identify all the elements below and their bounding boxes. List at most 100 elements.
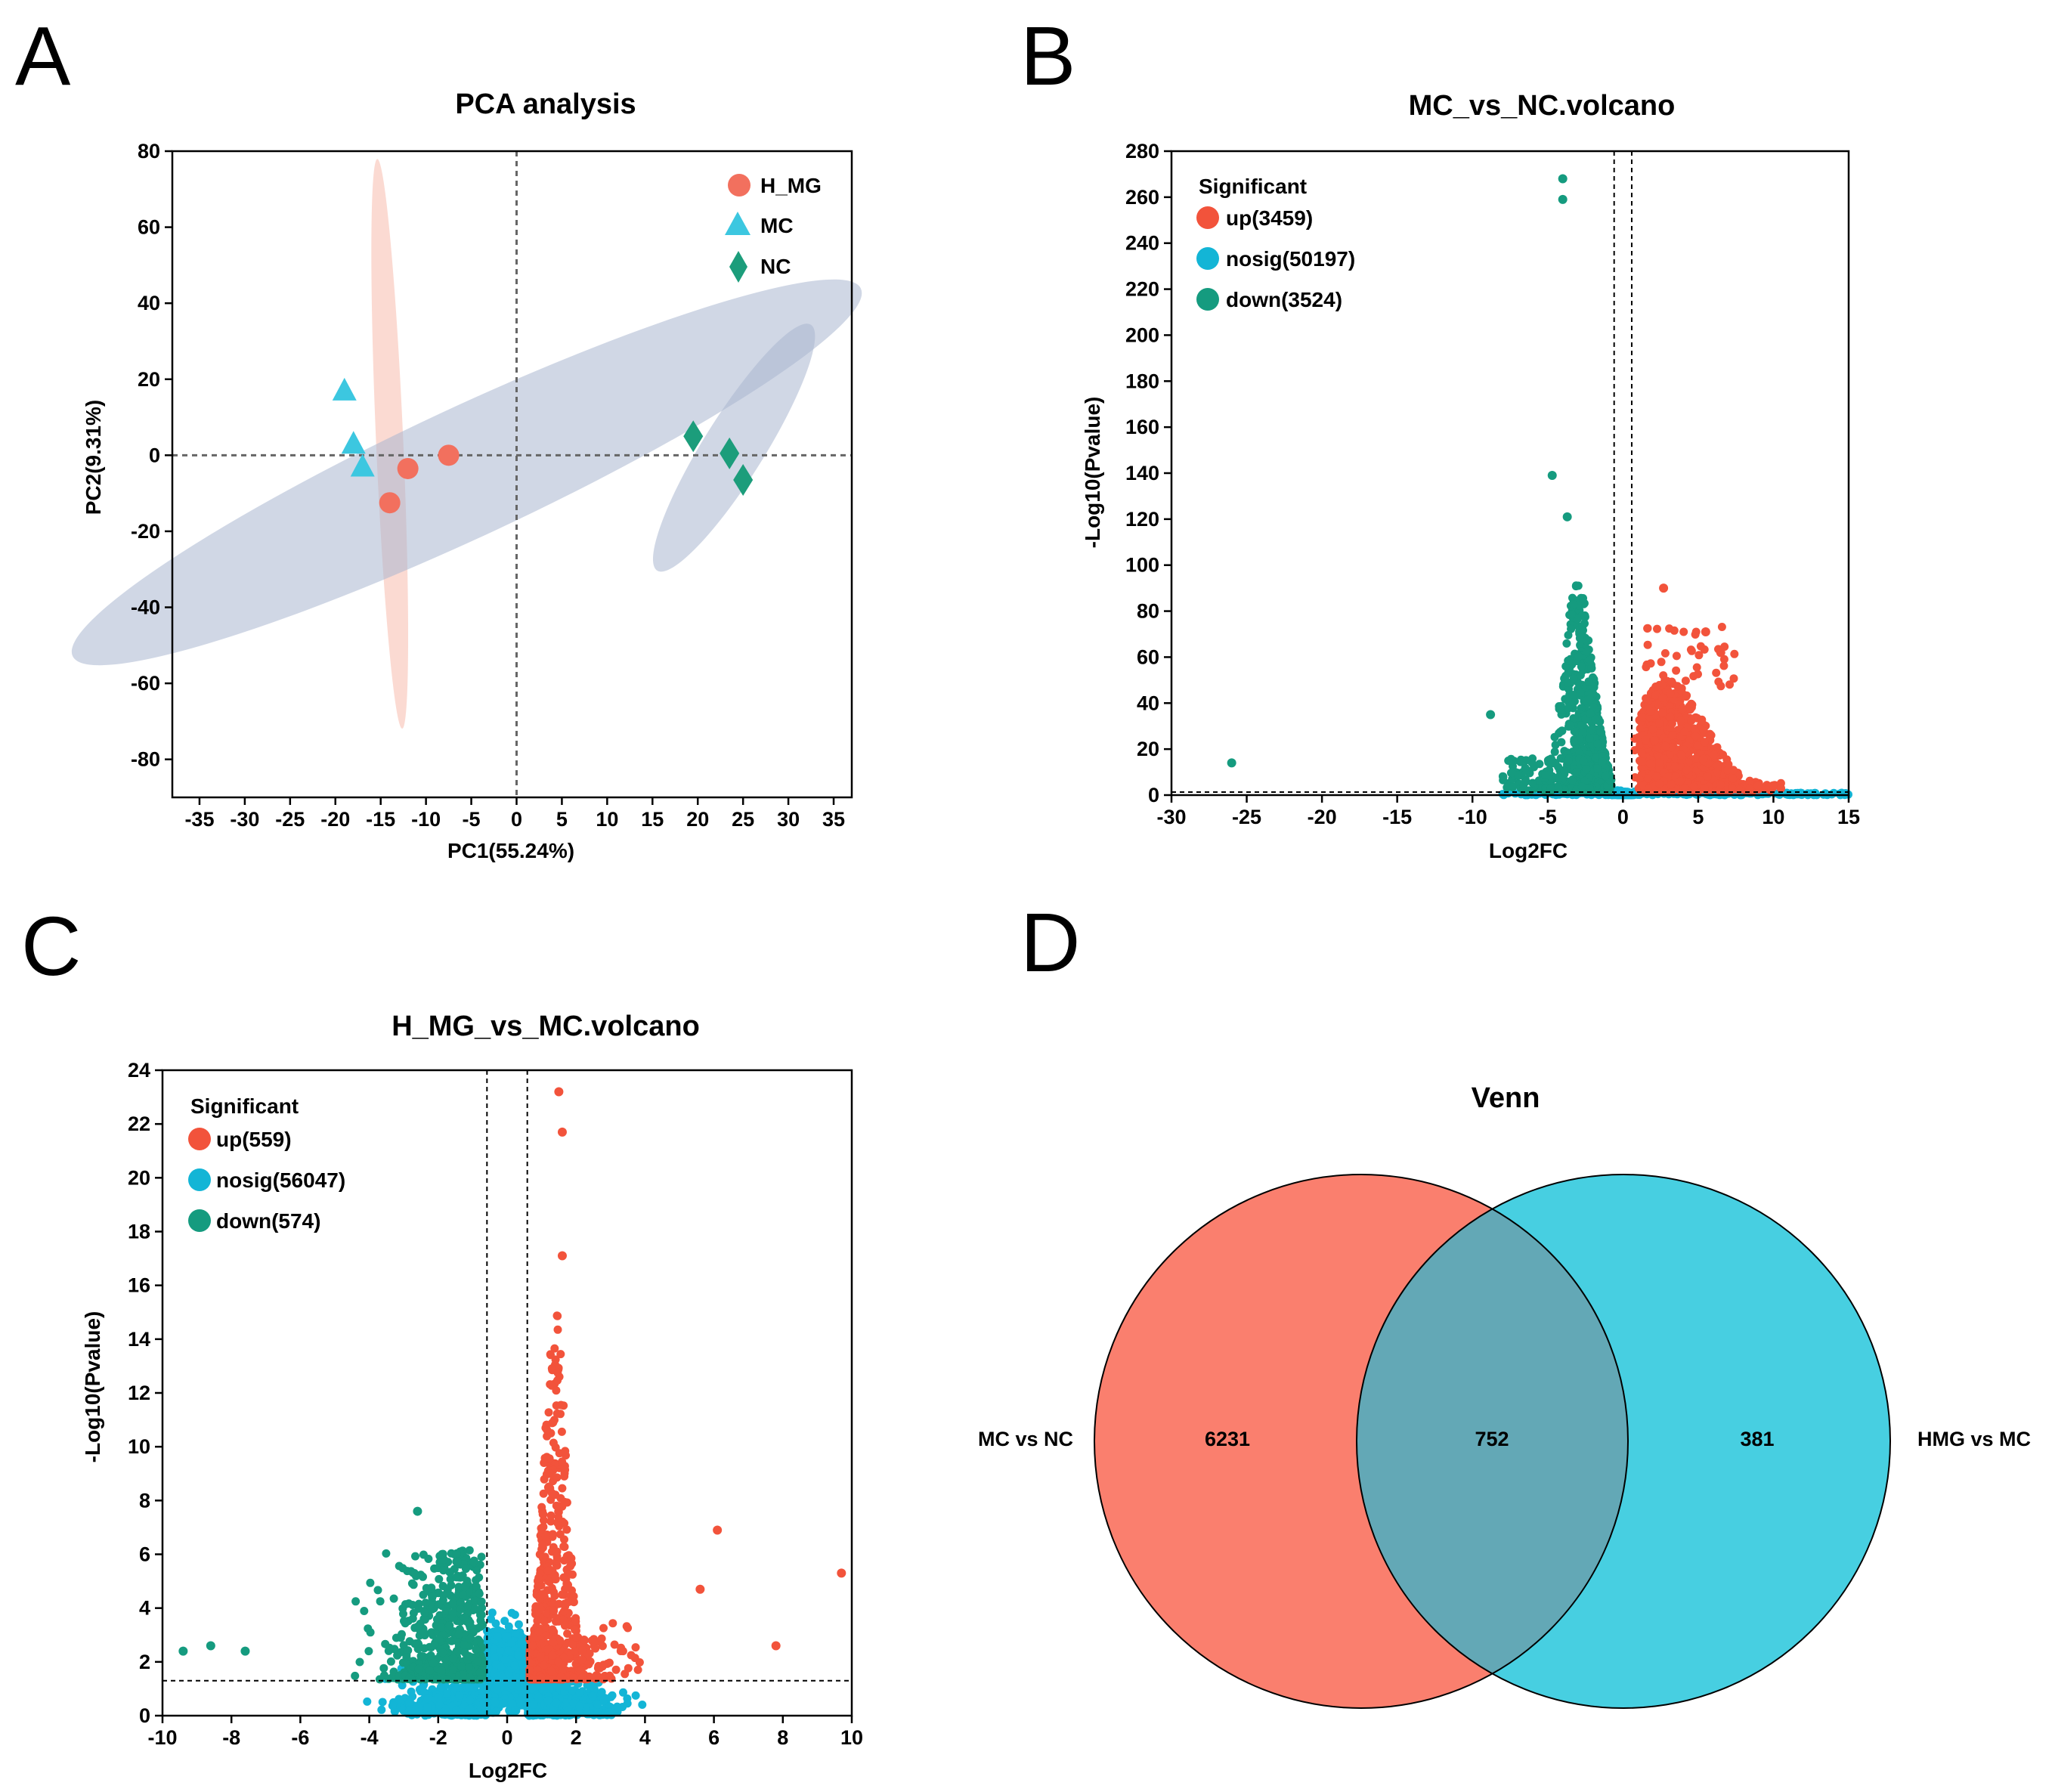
volcano-b-point-down [1509,783,1517,791]
volcano-b-point-up [1676,777,1685,786]
legend-mc-marker [725,212,751,235]
volcano-b-xtick-label: 5 [1692,806,1704,828]
volcano-b-ytick-label: 100 [1125,554,1159,577]
volcano-c-point-down [435,1635,444,1644]
volcano-c-point-down [409,1580,418,1589]
pca-ellipse-mc [71,279,862,666]
volcano-b-point-down [1576,670,1585,679]
volcano-b-point-up [1730,649,1739,658]
volcano-c-point-nosig [504,1646,512,1655]
volcano-b-ytick-label: 120 [1125,508,1159,531]
volcano-b-point-down [1581,714,1590,723]
volcano-b-legend-nosig: nosig(50197) [1226,247,1355,271]
volcano-c-point-down [419,1572,427,1581]
volcano-b-point-up [1713,761,1722,770]
volcano-b-point-up [1687,646,1696,655]
volcano-c-point-nosig [491,1698,500,1707]
volcano-c-point-down [465,1663,473,1672]
volcano-b-point-down [1558,174,1568,184]
volcano-c-point-down [438,1648,447,1657]
volcano-c-point-nosig [492,1707,501,1716]
volcano-c-point-nosig [599,1695,608,1704]
volcano-c-point-nosig [613,1702,622,1711]
volcano-b-point-up [1668,731,1677,740]
volcano-c-point-nosig [494,1632,503,1641]
volcano-b-point-up [1639,757,1647,766]
volcano-c-point-down [472,1645,481,1654]
volcano-c-point-nosig [638,1701,647,1709]
volcano-b-point-down [1577,662,1586,671]
volcano-b-point-up [1660,648,1670,658]
volcano-b-point-down [1514,771,1523,780]
pca-xtick-label: 5 [556,808,568,831]
volcano-b-point-up [1658,693,1667,702]
volcano-b-point-up [1704,772,1712,781]
panel-letter-c: C [21,900,81,993]
volcano-b-point-up [1653,624,1661,633]
volcano-c-point-down [413,1622,422,1631]
pca-point-h-mg [438,444,460,466]
volcano-b-point-down [1586,655,1595,664]
volcano-c-point-nosig [363,1697,372,1706]
volcano-b-point-up [1648,725,1657,734]
volcano-b-point-down [1573,614,1582,624]
volcano-c-point-down [405,1637,414,1646]
volcano-c-point-down [426,1666,435,1675]
volcano-c-point-nosig [575,1701,583,1710]
pca-xtick-label: -30 [230,808,259,831]
pca-xtick-label: 0 [511,808,522,831]
pca-point-nc [683,420,704,453]
volcano-c-point-nosig [500,1617,509,1626]
pca-xtick-label: -35 [184,808,214,831]
pca-xtick-label: -20 [320,808,350,831]
volcano-c-point-nosig [388,1701,397,1710]
pca-reference-lines [172,151,852,797]
legend-h-mg-marker [728,174,751,197]
volcano-b-point-down [1564,630,1573,639]
volcano-c-point-nosig [507,1681,516,1690]
volcano-c-point-down [439,1591,448,1600]
volcano-b-point-down [1569,600,1578,609]
volcano-b-point-down [1582,647,1591,656]
volcano-b-point-down [1516,757,1525,766]
volcano-c-point-nosig [575,1688,584,1697]
pca-xtick-label: -10 [411,808,441,831]
volcano-c-point-down [398,1630,406,1639]
volcano-b-point-up [1691,630,1700,639]
volcano-b-point-up [1642,735,1650,744]
volcano-c-point-down [408,1614,417,1623]
volcano-mc-vs-nc: MC_vs_NC.volcano -30 -25 -20 -15 -10 -5 0 5 10 15… [1081,90,1860,862]
volcano-c-point-nosig [452,1706,461,1715]
volcano-c-point-down [469,1558,478,1567]
pca-xtick-label: 10 [596,808,618,831]
volcano-b-point-up [1712,668,1721,677]
pca-ytick-label: -40 [131,596,160,619]
pca-xtick-label: -5 [463,808,481,831]
volcano-c-point-down [437,1623,445,1632]
volcano-b-point-down [1575,633,1584,642]
volcano-b-point-up [1673,682,1682,691]
volcano-b-point-up [1642,663,1651,672]
volcano-c-point-up [558,1484,567,1493]
volcano-b-point-down [1602,772,1610,781]
volcano-c-point-down [384,1646,393,1655]
volcano-c-point-down [419,1652,428,1661]
volcano-c-point-down [458,1590,467,1599]
volcano-b-ytick-label: 40 [1137,692,1159,714]
pca-point-mc [350,453,375,477]
volcano-c-point-nosig [411,1707,420,1715]
volcano-b-point-down [1558,194,1568,204]
volcano-c-point-nosig [436,1682,445,1691]
volcano-b-ytick-label: 260 [1125,186,1159,209]
volcano-b-legend-down-marker [1196,288,1219,311]
volcano-b-point-down [1596,727,1605,736]
volcano-b-point-down [1586,695,1595,704]
volcano-c-point-down [476,1622,485,1631]
volcano-b-legend-up: up(3459) [1226,206,1313,230]
pca-xtick-label: 15 [641,808,664,831]
volcano-c-point-nosig [377,1705,386,1714]
volcano-b-point-down [1577,704,1586,713]
volcano-b-point-up [1714,677,1723,686]
volcano-b-point-down [1562,639,1571,648]
volcano-c-point-down [373,1586,382,1595]
